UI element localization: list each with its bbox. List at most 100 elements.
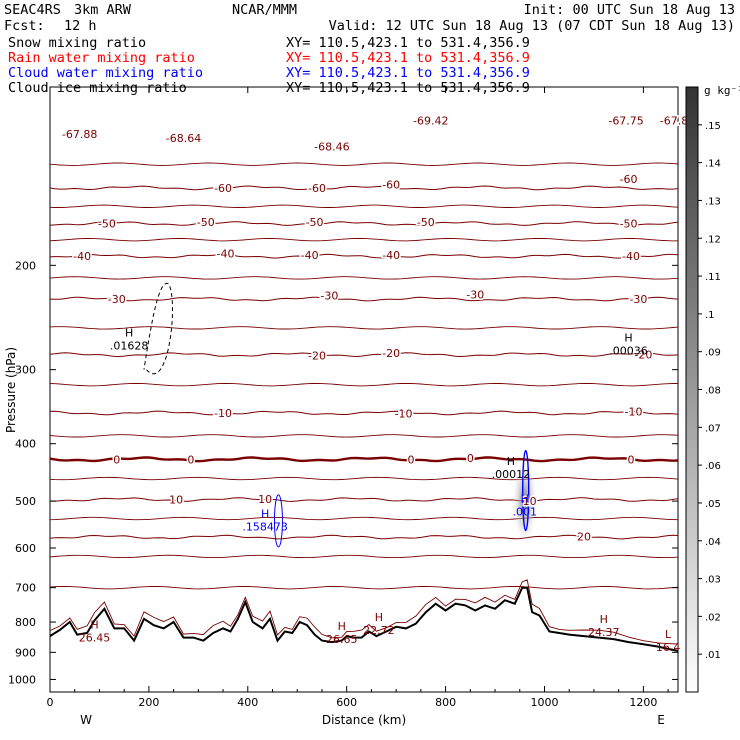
legend-rain-xy: XY= 110.5,423.1 to 531.4,356.9	[286, 50, 530, 66]
plot-area	[50, 162, 678, 652]
isotherm--60	[50, 185, 678, 191]
snow-contour	[143, 283, 173, 374]
contour-label: -67.8	[660, 115, 688, 128]
extremum-value: 22.72	[363, 624, 395, 637]
x-tick-label: 200	[138, 696, 159, 709]
extremum-value: 24.37	[588, 626, 620, 639]
isotherm-secondary	[50, 383, 678, 387]
isotherm-10	[50, 497, 678, 502]
x-axis-east-label: E	[657, 713, 665, 727]
y-tick-label: 500	[15, 495, 36, 508]
extremum-value: 16.4	[656, 641, 681, 654]
contour-label: 10	[523, 495, 537, 508]
isotherm-secondary	[50, 238, 678, 242]
contour-label: -60	[308, 182, 326, 195]
contour-label: -20	[308, 350, 326, 363]
resolution-label: 3km ARW	[74, 2, 132, 18]
extremum-high-marker: H	[261, 507, 269, 520]
y-tick-label: 300	[15, 364, 36, 377]
x-axis-west-label: W	[80, 713, 92, 727]
y-tick-label: 1000	[8, 673, 36, 686]
contour-label: -40	[622, 250, 640, 263]
colorbar-tick-label: .07	[705, 423, 721, 434]
colorbar-ticks: .01 .02 .03 .04 .05 .06 .07 .08 .09 .1 .11 .12 .13 .1…	[698, 121, 721, 661]
colorbar-tick-label: .01	[705, 650, 721, 661]
colorbar-tick-label: .15	[705, 121, 721, 132]
y-axis-label: Pressure (hPa)	[4, 347, 18, 433]
isotherm-20	[50, 534, 678, 540]
contour-label: 0	[467, 452, 474, 465]
contour-label: -67.88	[62, 128, 97, 141]
isotherm-secondary	[50, 276, 678, 280]
legend-rain-label: Rain water mixing ratio	[8, 50, 195, 66]
contour-label: -60	[214, 182, 232, 195]
extremum-high-marker: H	[125, 327, 133, 340]
terrain-line	[50, 586, 678, 652]
colorbar-tick-label: .13	[705, 196, 721, 207]
colorbar-tick-label: .1	[705, 310, 715, 321]
isotherm-0	[50, 456, 678, 463]
extremum-high-marker: H	[90, 619, 98, 632]
y-tick-label: 700	[15, 582, 36, 595]
contour-label: -10	[214, 407, 232, 420]
contour-label: -50	[620, 218, 638, 231]
x-axis-label: Distance (km)	[322, 713, 406, 727]
legend-cloud-water-label: Cloud water mixing ratio	[8, 65, 203, 81]
extremum-value: .00012	[492, 468, 531, 481]
extremum-value: 26.65	[326, 633, 358, 646]
isotherm-secondary	[50, 434, 678, 438]
contour-label: -30	[466, 289, 484, 302]
legend-cloud-water-xy: XY= 110.5,423.1 to 531.4,356.9	[286, 65, 530, 81]
contour-label: -50	[197, 216, 215, 229]
contour-label: -40	[301, 249, 319, 262]
cloud-ice-shading	[512, 459, 537, 544]
isotherm-secondary	[50, 476, 678, 481]
contour-label: -40	[217, 247, 235, 260]
legend-snow-xy: XY= 110.5,423.1 to 531.4,356.9	[286, 35, 530, 51]
colorbar-tick-label: .04	[705, 537, 721, 548]
init-time: Init: 00 UTC Sun 18 Aug 13	[524, 2, 735, 18]
extremum-low-marker: L	[665, 628, 672, 641]
colorbar-tick-label: .12	[705, 234, 721, 245]
axes: 0 200 400 600 800 1000 12002003004005006007008…	[8, 87, 678, 709]
contour-label: -20	[382, 347, 400, 360]
colorbar-gradient	[685, 86, 699, 693]
org-label: NCAR/MMM	[232, 2, 297, 18]
extremum-high-marker: H	[600, 613, 608, 626]
contour-label: -10	[395, 408, 413, 421]
isotherm-secondary	[50, 554, 678, 559]
isotherm--10	[50, 410, 678, 416]
x-tick-label: 1200	[629, 696, 657, 709]
contour-label: -10	[625, 406, 643, 419]
y-tick-label: 800	[15, 616, 36, 629]
contour-label: 10	[258, 493, 272, 506]
contour-label: 10	[169, 494, 183, 507]
contour-label: -30	[629, 293, 647, 306]
extremum-value: .00036	[609, 344, 648, 357]
cloud-water-contour	[273, 494, 283, 548]
isotherm--40	[50, 253, 678, 259]
contour-label: -40	[73, 250, 91, 263]
contour-label: -69.42	[413, 115, 448, 128]
y-tick-label: 600	[15, 542, 36, 555]
contour-label: 0	[187, 453, 194, 466]
isotherm--50	[50, 221, 678, 226]
extremum-high-marker: H	[375, 611, 383, 624]
y-tick-label: 900	[15, 646, 36, 659]
x-tick-label: 800	[435, 696, 456, 709]
colorbar-tick-label: .06	[705, 461, 721, 472]
extremum-high-marker: H	[521, 493, 529, 506]
colorbar-tick-label: .03	[705, 575, 721, 586]
contour-label: -50	[417, 216, 435, 229]
contour-label: 0	[407, 453, 414, 466]
y-tick-label: 400	[15, 438, 36, 451]
valid-time: Valid: 12 UTC Sun 18 Aug 13 (07 CDT Sun …	[329, 18, 735, 34]
contour-label: 0	[628, 453, 635, 466]
colorbar-tick-label: .14	[705, 159, 721, 170]
cloud-water-contour	[521, 449, 530, 532]
colorbar-tick-label: .05	[705, 499, 721, 510]
extremum-value: .01628	[110, 340, 149, 353]
contour-label: -50	[98, 218, 116, 231]
contour-label: -67.75	[608, 115, 643, 128]
